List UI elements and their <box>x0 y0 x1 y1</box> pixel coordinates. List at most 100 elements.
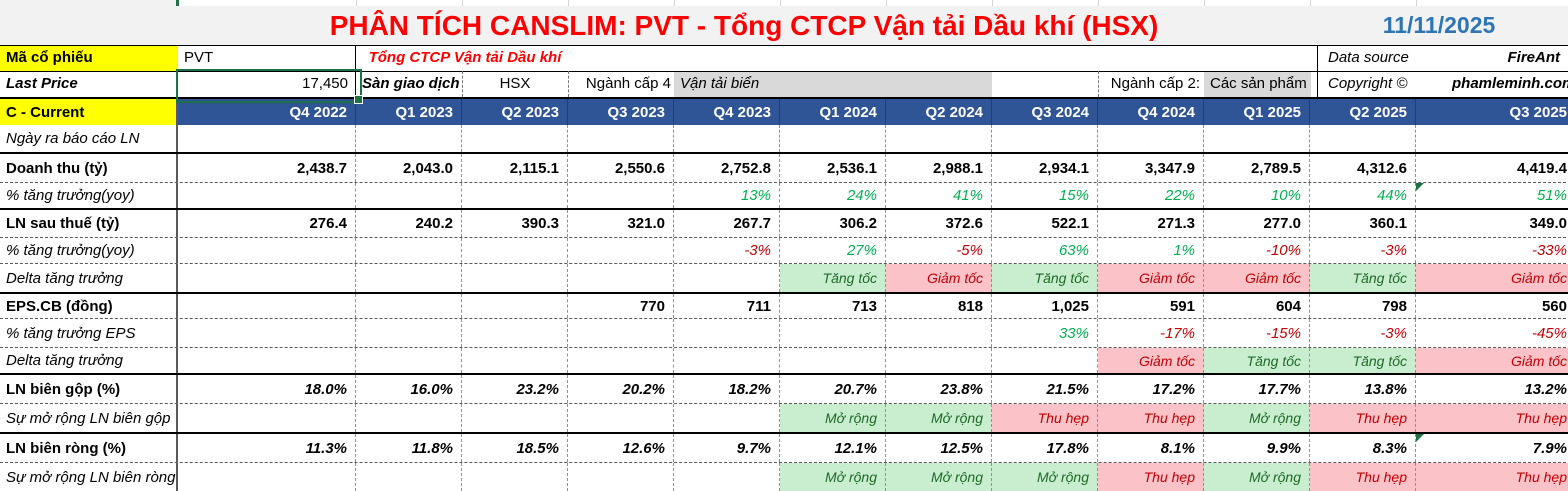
cell-eps-delta-q1-2025[interactable]: Tăng tốc <box>1204 348 1310 373</box>
column-header-q1-2025[interactable]: Q1 2025 <box>1204 99 1310 125</box>
cell-revenue-q3-2025[interactable]: 4,419.4 <box>1416 154 1568 182</box>
cell-revenue-growth-q4-2024[interactable]: 22% <box>1098 183 1204 208</box>
column-header-q3-2024[interactable]: Q3 2024 <box>992 99 1098 125</box>
cell-eps-growth-q2-2024[interactable] <box>886 319 992 347</box>
cell-report-date-q1-2024[interactable] <box>780 125 886 152</box>
cell-eps-q3-2025[interactable]: 560 <box>1416 294 1568 318</box>
cell-revenue-q2-2023[interactable]: 2,115.1 <box>462 154 568 182</box>
cell-gross-margin-q3-2023[interactable]: 20.2% <box>568 375 674 403</box>
cell-net-profit-growth-q4-2022[interactable] <box>178 238 356 263</box>
row-label-report-date[interactable]: Ngày ra báo cáo LN <box>0 125 178 152</box>
cell-report-date-q3-2024[interactable] <box>992 125 1098 152</box>
cell-net-profit-growth-q2-2023[interactable] <box>462 238 568 263</box>
cell-net-margin-q4-2023[interactable]: 9.7% <box>674 434 780 462</box>
cell-gross-margin-expansion-q1-2025[interactable]: Mở rộng <box>1204 404 1310 432</box>
cell-gross-margin-expansion-q2-2025[interactable]: Thu hẹp <box>1310 404 1416 432</box>
row-label-eps-growth[interactable]: % tăng trưởng EPS <box>0 319 178 347</box>
cell-revenue-growth-q4-2022[interactable] <box>178 183 356 208</box>
sheet-title[interactable]: PHÂN TÍCH CANSLIM: PVT - Tổng CTCP Vận t… <box>178 6 1310 45</box>
cell-revenue-growth-q3-2025[interactable]: 51% <box>1416 183 1568 208</box>
cell-revenue-q1-2024[interactable]: 2,536.1 <box>780 154 886 182</box>
column-header-q1-2023[interactable]: Q1 2023 <box>356 99 462 125</box>
row-label-net-margin-expansion[interactable]: Sự mở rộng LN biên ròng <box>0 463 178 491</box>
cell-net-profit-growth-q4-2024[interactable]: 1% <box>1098 238 1204 263</box>
cell-net-profit-growth-q2-2025[interactable]: -3% <box>1310 238 1416 263</box>
cell-net-margin-expansion-q4-2024[interactable]: Thu hẹp <box>1098 463 1204 491</box>
cell-revenue-growth-q2-2024[interactable]: 41% <box>886 183 992 208</box>
cell-net-profit-q1-2023[interactable]: 240.2 <box>356 210 462 237</box>
column-header-q4-2022[interactable]: Q4 2022 <box>178 99 356 125</box>
industry-l4-label[interactable]: Ngành cấp 4 <box>585 75 671 92</box>
cell-net-margin-q1-2023[interactable]: 11.8% <box>356 434 462 462</box>
cell-eps-q4-2022[interactable] <box>178 294 356 318</box>
cell-eps-delta-q3-2023[interactable] <box>568 348 674 373</box>
cell-eps-growth-q1-2023[interactable] <box>356 319 462 347</box>
cell-gross-margin-q3-2025[interactable]: 13.2% <box>1416 375 1568 403</box>
cell-eps-q3-2024[interactable]: 1,025 <box>992 294 1098 318</box>
cell-eps-growth-q3-2023[interactable] <box>568 319 674 347</box>
column-header-q2-2025[interactable]: Q2 2025 <box>1310 99 1416 125</box>
cell-revenue-growth-q3-2024[interactable]: 15% <box>992 183 1098 208</box>
row-label-revenue[interactable]: Doanh thu (tỷ) <box>0 154 178 182</box>
cell-profit-delta-q4-2024[interactable]: Giảm tốc <box>1098 264 1204 292</box>
column-header-q1-2024[interactable]: Q1 2024 <box>780 99 886 125</box>
cell-eps-growth-q1-2025[interactable]: -15% <box>1204 319 1310 347</box>
industry-l2-value[interactable]: Các sản phẩm <box>1204 71 1311 97</box>
cell-revenue-q2-2025[interactable]: 4,312.6 <box>1310 154 1416 182</box>
cell-net-profit-growth-q3-2024[interactable]: 63% <box>992 238 1098 263</box>
cell-net-profit-q4-2023[interactable]: 267.7 <box>674 210 780 237</box>
cell-eps-delta-q2-2025[interactable]: Tăng tốc <box>1310 348 1416 373</box>
cell-revenue-q2-2024[interactable]: 2,988.1 <box>886 154 992 182</box>
cell-revenue-q4-2022[interactable]: 2,438.7 <box>178 154 356 182</box>
cell-profit-delta-q3-2024[interactable]: Tăng tốc <box>992 264 1098 292</box>
cell-net-profit-growth-q1-2025[interactable]: -10% <box>1204 238 1310 263</box>
row-label-net-profit[interactable]: LN sau thuế (tỷ) <box>0 210 178 237</box>
cell-eps-growth-q1-2024[interactable] <box>780 319 886 347</box>
cell-gross-margin-q2-2024[interactable]: 23.8% <box>886 375 992 403</box>
cell-gross-margin-q2-2025[interactable]: 13.8% <box>1310 375 1416 403</box>
cell-net-profit-q3-2024[interactable]: 522.1 <box>992 210 1098 237</box>
row-label-eps-delta[interactable]: Delta tăng trưởng <box>0 348 178 373</box>
cell-net-profit-q2-2024[interactable]: 372.6 <box>886 210 992 237</box>
cell-gross-margin-expansion-q3-2025[interactable]: Thu hẹp <box>1416 404 1568 432</box>
cell-profit-delta-q2-2023[interactable] <box>462 264 568 292</box>
cell-net-profit-growth-q3-2023[interactable] <box>568 238 674 263</box>
cell-net-profit-growth-q2-2024[interactable]: -5% <box>886 238 992 263</box>
cell-revenue-growth-q2-2023[interactable] <box>462 183 568 208</box>
column-header-q3-2025[interactable]: Q3 2025 <box>1416 99 1568 125</box>
cell-report-date-q3-2025[interactable] <box>1416 125 1568 152</box>
row-label-net-margin[interactable]: LN biên ròng (%) <box>0 434 178 462</box>
cell-report-date-q2-2024[interactable] <box>886 125 992 152</box>
cell-net-margin-expansion-q3-2023[interactable] <box>568 463 674 491</box>
cell-profit-delta-q1-2025[interactable]: Giảm tốc <box>1204 264 1310 292</box>
cell-net-margin-q4-2024[interactable]: 8.1% <box>1098 434 1204 462</box>
row-label-net-profit-growth[interactable]: % tăng trưởng(yoy) <box>0 238 178 263</box>
cell-gross-margin-q4-2023[interactable]: 18.2% <box>674 375 780 403</box>
cell-revenue-growth-q2-2025[interactable]: 44% <box>1310 183 1416 208</box>
copyright-owner[interactable]: phamleminh.com <box>1452 75 1568 92</box>
cell-net-profit-q4-2022[interactable]: 276.4 <box>178 210 356 237</box>
row-label-gross-margin[interactable]: LN biên gộp (%) <box>0 375 178 403</box>
cell-net-margin-q3-2024[interactable]: 17.8% <box>992 434 1098 462</box>
cell-eps-growth-q4-2024[interactable]: -17% <box>1098 319 1204 347</box>
cell-eps-delta-q1-2023[interactable] <box>356 348 462 373</box>
cell-net-margin-expansion-q1-2023[interactable] <box>356 463 462 491</box>
cell-eps-q1-2023[interactable] <box>356 294 462 318</box>
cell-gross-margin-q3-2024[interactable]: 21.5% <box>992 375 1098 403</box>
cell-net-margin-expansion-q2-2023[interactable] <box>462 463 568 491</box>
cell-net-margin-expansion-q3-2025[interactable]: Thu hẹp <box>1416 463 1568 491</box>
cell-gross-margin-q1-2025[interactable]: 17.7% <box>1204 375 1310 403</box>
cell-report-date-q3-2023[interactable] <box>568 125 674 152</box>
cell-net-margin-expansion-q1-2025[interactable]: Mở rộng <box>1204 463 1310 491</box>
cell-net-margin-expansion-q3-2024[interactable]: Mở rộng <box>992 463 1098 491</box>
row-label-profit-delta[interactable]: Delta tăng trưởng <box>0 264 178 292</box>
cell-revenue-q1-2023[interactable]: 2,043.0 <box>356 154 462 182</box>
ticker-value[interactable]: PVT <box>184 49 214 66</box>
column-header-q4-2024[interactable]: Q4 2024 <box>1098 99 1204 125</box>
cell-profit-delta-q3-2023[interactable] <box>568 264 674 292</box>
data-source-label[interactable]: Data source <box>1328 49 1409 66</box>
cell-eps-q4-2024[interactable]: 591 <box>1098 294 1204 318</box>
column-header-q2-2024[interactable]: Q2 2024 <box>886 99 992 125</box>
cell-profit-delta-q2-2024[interactable]: Giảm tốc <box>886 264 992 292</box>
cell-gross-margin-expansion-q4-2023[interactable] <box>674 404 780 432</box>
